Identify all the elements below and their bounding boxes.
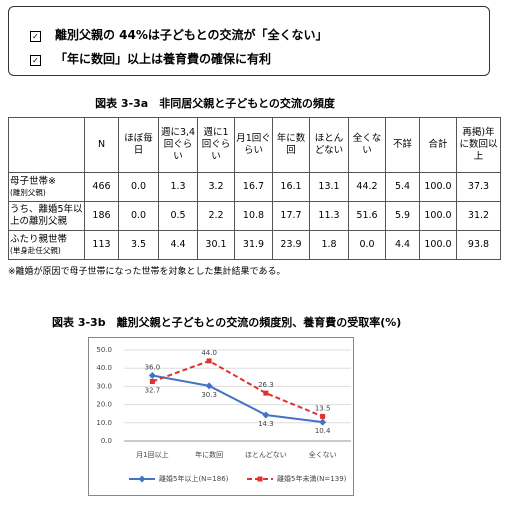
x-tick-label: 月1回以上	[136, 450, 168, 459]
marker	[206, 358, 212, 364]
table-cell: 5.9	[385, 201, 420, 231]
legend-label: 離婚5年以上(N=186)	[159, 474, 229, 483]
summary-box	[8, 6, 490, 76]
header-cell: 合計	[419, 117, 457, 173]
bullet: ✓ 「年に数回」以上は養育費の確保に有利	[30, 50, 271, 67]
data-label: 13.5	[315, 404, 331, 412]
header-cell: 週に3,4回ぐらい	[158, 117, 198, 173]
table-cell: 4.4	[158, 230, 198, 260]
data-label: 26.3	[258, 381, 274, 389]
header-cell: 年に数回	[272, 117, 310, 173]
marker	[257, 476, 263, 482]
table-row: 母子世帯※ (離別父親) 466 0.0 1.3 3.2 16.7 16.1 13.1 44.2 5…	[8, 172, 501, 202]
series-line	[152, 359, 324, 418]
table-cell: 0.0	[118, 201, 159, 231]
marker	[149, 378, 155, 384]
chart-title: 図表 3-3b 離別父親と子どもとの交流の頻度別、養育費の受取率(%)	[52, 316, 402, 329]
table-cell: 0.5	[158, 201, 198, 231]
table-cell: 1.8	[309, 230, 349, 260]
table-cell: 186	[84, 201, 119, 231]
marker	[319, 418, 327, 426]
table-cell: 30.1	[197, 230, 235, 260]
table-cell: 100.0	[419, 230, 457, 260]
table-cell: 2.2	[197, 201, 235, 231]
header-cell: N	[84, 117, 119, 173]
x-tick-label: 年に数回	[195, 450, 223, 459]
y-tick-label: 0.0	[101, 437, 112, 445]
marker	[263, 390, 269, 396]
header-cell: 再掲)年に数回以上	[456, 117, 501, 173]
header-cell: 月1回ぐらい	[234, 117, 273, 173]
row-label-text: ふたり親世帯	[10, 234, 68, 246]
header-cell: ほぼ毎日	[118, 117, 159, 173]
table-cell: 31.2	[456, 201, 501, 231]
marker	[205, 382, 213, 390]
data-label: 44.0	[201, 349, 217, 357]
table-cell: 5.4	[385, 172, 420, 202]
marker	[262, 411, 270, 419]
y-tick-label: 10.0	[96, 419, 112, 427]
table-cell: 16.1	[272, 172, 310, 202]
y-tick-label: 50.0	[96, 346, 112, 354]
row-sublabel: (単身赴任父親)	[10, 246, 61, 256]
footnote: ※離婚が原因で母子世帯になった世帯を対象とした集計結果である。	[8, 267, 286, 277]
row-label-text: うち、離婚5年以上の離別父親	[10, 204, 83, 227]
table-cell: 0.0	[118, 172, 159, 202]
bullet-text: 離別父親の 44%は子どもとの交流が「全くない」	[55, 28, 328, 42]
table-cell: 16.7	[234, 172, 273, 202]
table-cell: 3.5	[118, 230, 159, 260]
data-label: 36.0	[145, 363, 161, 371]
y-tick-label: 20.0	[96, 401, 112, 409]
chart: 0.0 10.0 20.0 30.0 40.0 50.0 月1回以上 年に数回 ほとんどない 全く…	[88, 337, 354, 496]
table-title: 図表 3-3a 非同居父親と子どもとの交流の頻度	[95, 97, 335, 110]
x-tick-label: 全くない	[309, 450, 337, 459]
table-cell: 31.9	[234, 230, 273, 260]
table-cell: 3.2	[197, 172, 235, 202]
table-row: うち、離婚5年以上の離別父親 186 0.0 0.5 2.2 10.8 17.7 11.3 51…	[8, 201, 501, 231]
header-cell: 全くない	[348, 117, 386, 173]
table-cell: 13.1	[309, 172, 349, 202]
table-cell: 0.0	[348, 230, 386, 260]
row-label-text: 母子世帯※	[10, 176, 56, 188]
legend-label: 離婚5年未満(N=139)	[277, 474, 347, 483]
table-cell: 4.4	[385, 230, 420, 260]
table-cell: 23.9	[272, 230, 310, 260]
bullet-text: 「年に数回」以上は養育費の確保に有利	[55, 52, 272, 66]
row-label: うち、離婚5年以上の離別父親	[8, 201, 85, 231]
table-cell: 51.6	[348, 201, 386, 231]
row-label: ふたり親世帯 (単身赴任父親)	[8, 230, 85, 260]
header-cell: 週に1回ぐらい	[197, 117, 235, 173]
row-label: 母子世帯※ (離別父親)	[8, 172, 85, 202]
table-cell: 1.3	[158, 172, 198, 202]
row-sublabel: (離別父親)	[10, 188, 46, 198]
table-cell: 37.3	[456, 172, 501, 202]
marker	[138, 475, 146, 483]
marker	[148, 371, 156, 379]
table-cell: 11.3	[309, 201, 349, 231]
corner-cell	[8, 117, 85, 173]
table-cell: 10.8	[234, 201, 273, 231]
data-label: 14.3	[258, 420, 274, 428]
x-tick-label: ほとんどない	[245, 451, 287, 459]
table-cell: 100.0	[419, 201, 457, 231]
table-row: ふたり親世帯 (単身赴任父親) 113 3.5 4.4 30.1 31.9 23.9 1.8 0.…	[8, 230, 501, 260]
table-cell: 466	[84, 172, 119, 202]
marker	[320, 413, 326, 419]
header-cell: ほとんどない	[309, 117, 349, 173]
data-label: 10.4	[315, 427, 331, 435]
table-cell: 44.2	[348, 172, 386, 202]
table-cell: 100.0	[419, 172, 457, 202]
table-cell: 17.7	[272, 201, 310, 231]
series-line	[152, 374, 323, 424]
y-tick-label: 30.0	[96, 382, 112, 390]
header-cell: 不詳	[385, 117, 420, 173]
y-tick-label: 40.0	[96, 364, 112, 372]
table-cell: 113	[84, 230, 119, 260]
data-label: 30.3	[201, 391, 217, 399]
data-table: N ほぼ毎日 週に3,4回ぐらい 週に1回ぐらい 月1回ぐらい 年に数回 ほとんどない 全くな…	[8, 117, 501, 260]
table-cell: 93.8	[456, 230, 501, 260]
bullet: ✓ 離別父親の 44%は子どもとの交流が「全くない」	[30, 26, 328, 43]
data-label: 32.7	[145, 386, 161, 394]
